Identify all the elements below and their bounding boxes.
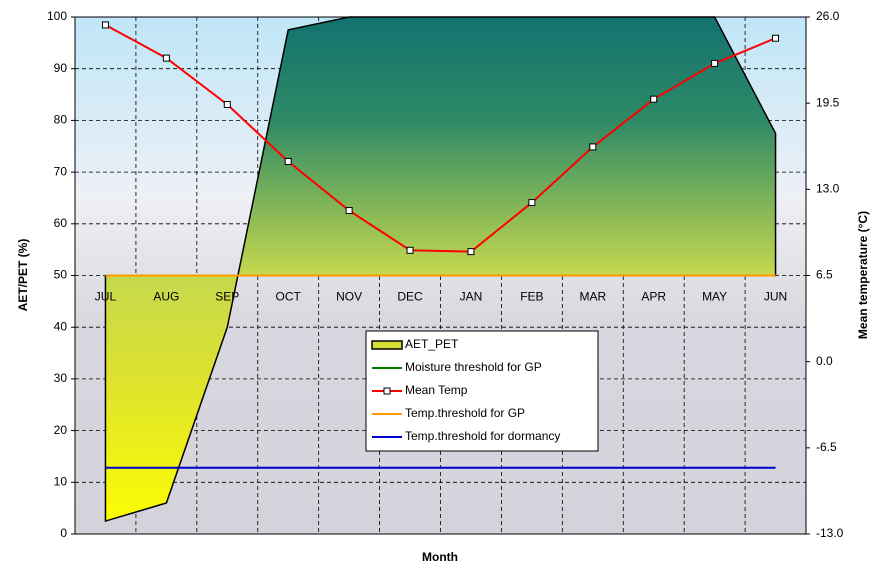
chart: Month AET/PET (%) Mean temperature (°C) … (0, 0, 874, 569)
legend-label: AET_PET (405, 337, 459, 351)
y-tick-label: 100 (47, 9, 67, 23)
x-tick-label: DEC (397, 290, 423, 304)
y2-tick-label: 26.0 (816, 9, 840, 23)
marker (407, 247, 413, 253)
x-tick-label: JAN (460, 290, 483, 304)
x-tick-label: OCT (276, 290, 302, 304)
x-axis-title: Month (422, 550, 458, 564)
y-tick-label: 60 (54, 216, 68, 230)
y2-tick-label: -6.5 (816, 440, 837, 454)
y-tick-label: 0 (60, 526, 67, 540)
x-tick-label: JUL (95, 290, 117, 304)
marker (102, 22, 108, 28)
marker (651, 96, 657, 102)
x-tick-label: SEP (215, 290, 239, 304)
marker (468, 249, 474, 255)
y-tick-label: 30 (54, 371, 68, 385)
y2-tick-label: -13.0 (816, 526, 844, 540)
legend-marker (384, 388, 390, 394)
legend-label: Temp.threshold for dormancy (405, 429, 560, 443)
y-tick-label: 90 (54, 61, 68, 75)
x-tick-label: MAR (579, 290, 606, 304)
y2-axis-title: Mean temperature (°C) (856, 211, 870, 339)
y-tick-label: 80 (54, 113, 68, 127)
marker (590, 144, 596, 150)
y-tick-label: 20 (54, 423, 68, 437)
legend-swatch (372, 341, 402, 349)
y-tick-label: 50 (54, 268, 68, 282)
legend-label: Moisture threshold for GP (405, 360, 542, 374)
x-tick-label: APR (641, 290, 666, 304)
marker (285, 158, 291, 164)
y-tick-label: 70 (54, 164, 68, 178)
x-tick-label: JUN (764, 290, 787, 304)
y2-tick-label: 6.5 (816, 268, 833, 282)
legend-label: Mean Temp (405, 383, 468, 397)
x-tick-label: FEB (520, 290, 543, 304)
y-tick-label: 10 (54, 474, 68, 488)
marker (163, 55, 169, 61)
x-tick-label: AUG (153, 290, 179, 304)
y-tick-label: 40 (54, 319, 68, 333)
marker (712, 60, 718, 66)
marker (224, 101, 230, 107)
y-axis-title: AET/PET (%) (16, 239, 30, 312)
x-tick-label: MAY (702, 290, 727, 304)
x-tick-label: NOV (336, 290, 362, 304)
y2-tick-label: 0.0 (816, 354, 833, 368)
marker (529, 200, 535, 206)
y2-tick-label: 13.0 (816, 182, 840, 196)
legend-label: Temp.threshold for GP (405, 406, 525, 420)
y2-tick-label: 19.5 (816, 95, 840, 109)
marker (346, 208, 352, 214)
marker (773, 35, 779, 41)
